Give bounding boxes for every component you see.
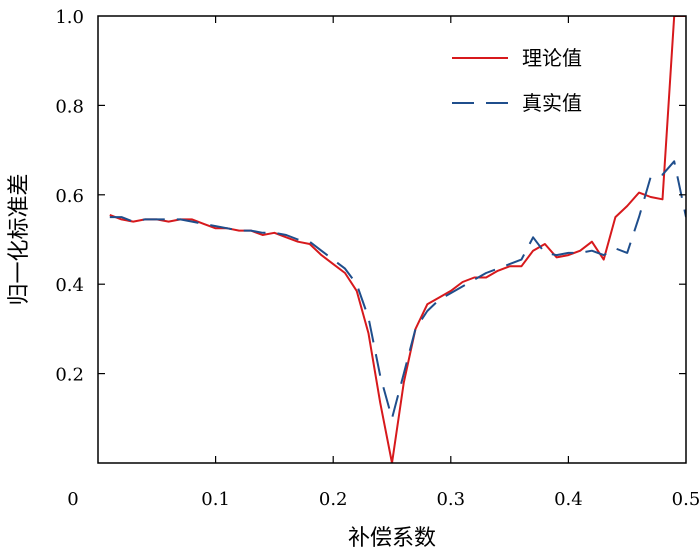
legend-label-theory: 理论值 xyxy=(522,46,582,70)
legend-label-actual: 真实值 xyxy=(522,91,582,115)
y-tick-label: 0.6 xyxy=(55,186,84,207)
y-tick-label: 0.2 xyxy=(55,365,84,386)
ticks-layer: 0 0.1 0.2 0.3 0.4 0.5 0.2 0.4 0.6 0.8 1.0 xyxy=(55,7,700,510)
series-line-1 xyxy=(109,160,686,420)
x-axis-title: 补偿系数 xyxy=(348,526,436,551)
y-tick-label: 0.4 xyxy=(55,275,84,296)
y-axis-title: 归一化标准差 xyxy=(7,173,32,305)
y-tick-label: 0.8 xyxy=(55,96,84,117)
plot-frame xyxy=(97,15,687,464)
x-tick-label: 0.2 xyxy=(319,489,348,510)
series-line-0 xyxy=(109,16,686,463)
x-tick-label: 0 xyxy=(67,489,78,510)
y-tick-label: 1.0 xyxy=(55,7,84,28)
x-tick-label: 0.1 xyxy=(201,489,230,510)
x-tick-label: 0.5 xyxy=(672,489,700,510)
legend: 理论值 真实值 xyxy=(452,46,582,115)
x-tick-label: 0.3 xyxy=(436,489,465,510)
series-layer xyxy=(109,16,686,463)
x-tick-label: 0.4 xyxy=(554,489,583,510)
